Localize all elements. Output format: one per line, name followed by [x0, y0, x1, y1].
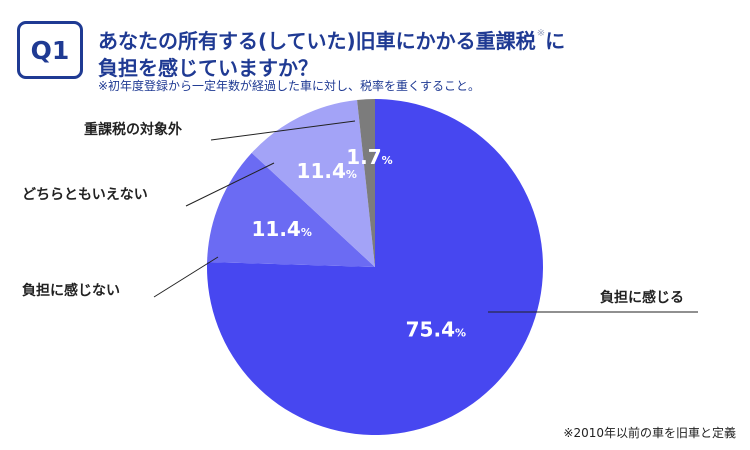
slice-value-label: 11.4% [252, 217, 312, 241]
question-badge: Q1 [17, 21, 83, 79]
slice-category-label: 負担に感じない [22, 282, 120, 299]
title-footnote-mark: ※ [536, 28, 546, 39]
slice-category-label: 重課税の対象外 [84, 121, 182, 138]
title-line2: 負担を感じていますか？ [98, 56, 318, 80]
slice-value-number: 11.4 [252, 217, 301, 241]
question-title: あなたの所有する(していた)旧車にかかる重課税※に負担を感じていますか？ [98, 20, 738, 82]
subtitle-note: ※初年度登録から一定年数が経過した車に対し、税率を重くすること。 [98, 79, 481, 93]
slice-value-unit: % [346, 168, 357, 181]
slice-value-unit: % [455, 327, 466, 340]
slice-leader-line [210, 120, 356, 141]
pie-slice [207, 152, 375, 267]
slice-leader-line [185, 162, 275, 207]
slice-leader-line [153, 256, 219, 298]
slice-value-label: 1.7% [346, 145, 392, 169]
pie-slice [251, 99, 375, 267]
pie-slice [357, 99, 375, 267]
footnote: ※2010年以前の車を旧車と定義 [563, 426, 736, 440]
slice-value-label: 75.4% [406, 318, 466, 342]
slice-value-unit: % [301, 226, 312, 239]
title-line1-end: に [545, 29, 566, 53]
slice-category-label: どちらともいえない [22, 187, 148, 203]
slice-value-number: 75.4 [406, 318, 455, 342]
title-line1: あなたの所有する(していた)旧車にかかる重課税 [98, 29, 536, 53]
slice-category-label: 負担に感じる [600, 289, 684, 306]
slice-value-number: 11.4 [297, 159, 346, 183]
slice-value-label: 11.4% [297, 159, 357, 183]
slice-value-number: 1.7 [346, 145, 381, 169]
slice-value-unit: % [382, 154, 393, 167]
